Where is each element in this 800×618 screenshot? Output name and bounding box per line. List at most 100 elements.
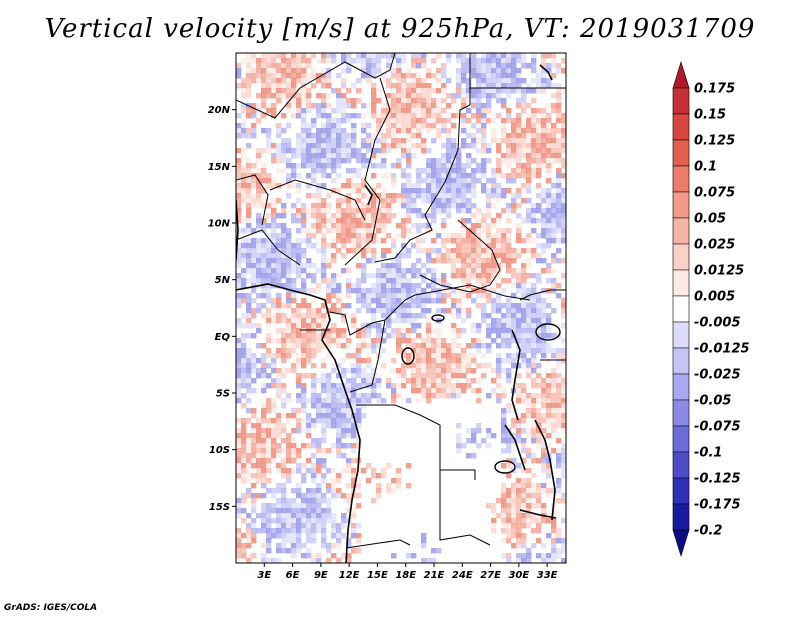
field-cell bbox=[311, 378, 317, 384]
field-cell bbox=[551, 528, 557, 534]
field-cell bbox=[561, 258, 566, 264]
field-cell bbox=[301, 498, 307, 504]
field-cell bbox=[451, 298, 457, 304]
field-cell bbox=[356, 383, 362, 389]
field-cell bbox=[476, 218, 482, 224]
field-cell bbox=[461, 318, 467, 324]
field-cell bbox=[511, 268, 517, 274]
coastline bbox=[539, 64, 553, 81]
field-cell bbox=[506, 258, 512, 264]
field-cell bbox=[371, 108, 377, 114]
field-cell bbox=[301, 278, 307, 284]
field-cell bbox=[521, 153, 527, 159]
field-cell bbox=[536, 363, 542, 369]
field-cell bbox=[351, 248, 357, 254]
field-cell bbox=[336, 228, 342, 234]
field-cell bbox=[391, 143, 397, 149]
field-cell bbox=[481, 158, 487, 164]
field-cell bbox=[271, 268, 277, 274]
field-cell bbox=[551, 308, 557, 314]
field-cell bbox=[541, 68, 547, 74]
field-cell bbox=[261, 438, 267, 444]
field-cell bbox=[266, 353, 272, 359]
field-cell bbox=[381, 293, 387, 299]
field-cell bbox=[441, 188, 447, 194]
field-cell bbox=[261, 293, 267, 299]
field-cell bbox=[306, 343, 312, 349]
field-cell bbox=[321, 408, 327, 414]
field-cell bbox=[466, 228, 472, 234]
field-cell bbox=[261, 388, 267, 394]
field-cell bbox=[461, 183, 467, 189]
field-cell bbox=[561, 393, 566, 399]
colorbar-label: -0.1 bbox=[694, 446, 722, 461]
field-cell bbox=[366, 63, 372, 69]
field-cell bbox=[296, 213, 302, 219]
field-cell bbox=[481, 213, 487, 219]
field-cell bbox=[311, 133, 317, 139]
field-cell bbox=[261, 513, 267, 519]
field-cell bbox=[436, 98, 442, 104]
field-cell bbox=[276, 258, 282, 264]
field-cell bbox=[371, 208, 377, 214]
field-cell bbox=[516, 553, 522, 559]
field-cell bbox=[376, 98, 382, 104]
field-cell bbox=[241, 393, 247, 399]
field-cell bbox=[541, 113, 547, 119]
field-cell bbox=[266, 558, 272, 563]
field-cell bbox=[391, 288, 397, 294]
field-cell bbox=[406, 153, 412, 159]
field-cell bbox=[531, 353, 537, 359]
field-cell bbox=[271, 403, 277, 409]
field-cell bbox=[351, 113, 357, 119]
field-cell bbox=[336, 208, 342, 214]
field-cell bbox=[336, 533, 342, 539]
field-cell bbox=[366, 213, 372, 219]
field-cell bbox=[481, 173, 487, 179]
field-cell bbox=[526, 398, 532, 404]
field-cell bbox=[271, 143, 277, 149]
field-cell bbox=[541, 543, 547, 549]
field-cell bbox=[411, 123, 417, 129]
colorbar-swatch bbox=[672, 373, 690, 401]
field-cell bbox=[266, 178, 272, 184]
field-cell bbox=[541, 198, 547, 204]
field-cell bbox=[431, 183, 437, 189]
field-cell bbox=[276, 148, 282, 154]
field-cell bbox=[301, 88, 307, 94]
field-cell bbox=[501, 328, 507, 334]
field-cell bbox=[291, 183, 297, 189]
field-cell bbox=[276, 518, 282, 524]
field-cell bbox=[241, 173, 247, 179]
field-cell bbox=[496, 98, 502, 104]
field-cell bbox=[521, 533, 527, 539]
field-cell bbox=[326, 288, 332, 294]
field-cell bbox=[446, 118, 452, 124]
field-cell bbox=[376, 163, 382, 169]
field-cell bbox=[536, 158, 542, 164]
field-cell bbox=[521, 303, 527, 309]
field-cell bbox=[246, 408, 252, 414]
field-cell bbox=[356, 58, 362, 64]
field-cell bbox=[406, 253, 412, 259]
field-cell bbox=[331, 138, 337, 144]
field-cell bbox=[346, 63, 352, 69]
field-cell bbox=[416, 188, 422, 194]
field-cell bbox=[286, 513, 292, 519]
field-cell bbox=[446, 208, 452, 214]
field-cell bbox=[236, 303, 242, 309]
field-cell bbox=[261, 313, 267, 319]
field-cell bbox=[356, 238, 362, 244]
field-cell bbox=[331, 88, 337, 94]
field-cell bbox=[261, 218, 267, 224]
field-cell bbox=[361, 238, 367, 244]
field-cell bbox=[291, 268, 297, 274]
field-cell bbox=[521, 298, 527, 304]
field-cell bbox=[551, 428, 557, 434]
field-cell bbox=[376, 338, 382, 344]
field-cell bbox=[336, 363, 342, 369]
field-cell bbox=[321, 413, 327, 419]
field-cell bbox=[331, 363, 337, 369]
field-cell bbox=[481, 223, 487, 229]
field-cell bbox=[306, 508, 312, 514]
